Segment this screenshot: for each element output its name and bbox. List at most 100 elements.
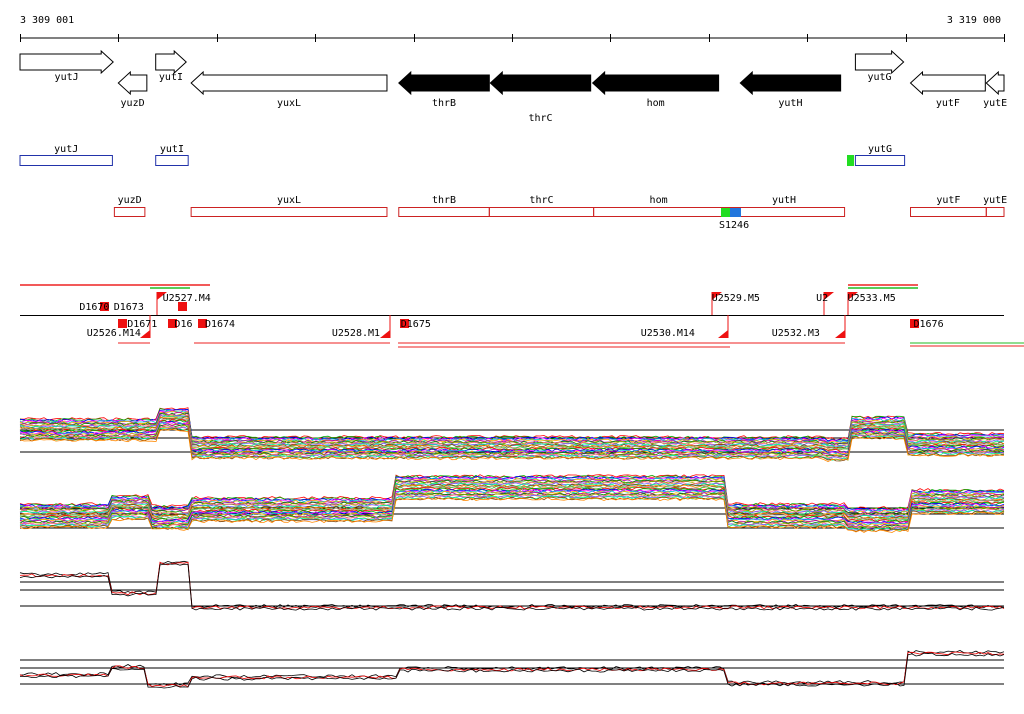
transcript-box-yutI: [155, 155, 189, 166]
coordinate-ruler: 3 309 001 3 319 000: [20, 15, 1005, 42]
gene-arrow-thrB: [398, 70, 490, 96]
transcript-label-hom: hom: [650, 195, 668, 206]
tu-label: U2526.M14: [87, 328, 141, 339]
transcript-box-yutJ: [19, 155, 113, 166]
expression-line: [19, 651, 1005, 688]
tu-label: U2532.M3: [772, 328, 820, 339]
transcript-box-thrC: [488, 207, 595, 217]
expression-line: [19, 417, 1005, 451]
transcript-label-yuxL: yuxL: [277, 195, 301, 206]
tu-flag: [718, 330, 728, 338]
gene-label-yutH: yutH: [778, 98, 802, 109]
transcript-box-hom: [593, 207, 725, 217]
gene-label-yutE: yutE: [983, 98, 1007, 109]
gene-annotation-track: yutJ yuzD yutI yuxL thrB thrC hom yutH yutG yutF y…: [19, 49, 1007, 124]
tu-flag: [835, 330, 845, 338]
expression-panel: [19, 560, 1005, 611]
gene-arrow-yutJ: [19, 49, 114, 75]
expression-line: [19, 414, 1005, 448]
expression-line: [19, 425, 1004, 459]
marker-green-square: [847, 155, 854, 166]
tu-label: U2: [816, 293, 828, 304]
gene-arrow-thrC: [489, 70, 592, 96]
expression-line: [19, 428, 1005, 463]
tu-flag: [712, 292, 722, 300]
transcript-label-yutJ: yutJ: [54, 144, 78, 155]
transcript-box-yutH: [723, 207, 846, 217]
expression-line: [19, 409, 1005, 443]
expression-line: [19, 491, 1005, 528]
tu-flag: [848, 292, 858, 300]
transcript-label-yuzD: yuzD: [118, 195, 142, 206]
expression-profile-tracks: [19, 407, 1005, 689]
tu-label: D1675: [401, 319, 431, 330]
marker-blue-segment: [730, 208, 741, 217]
gene-arrow-hom: [591, 70, 720, 96]
tu-label: D1671: [127, 319, 157, 330]
tu-label: D1670: [79, 302, 109, 313]
tu-marker: [198, 319, 207, 328]
tu-label: U2533.M5: [848, 293, 896, 304]
tu-label: D1673: [114, 302, 144, 313]
transcript-label-thrC: thrC: [529, 195, 553, 206]
expression-line: [19, 650, 1005, 686]
gene-label-thrB: thrB: [432, 98, 456, 109]
ruler-start-label: 3 309 001: [20, 15, 74, 26]
gene-arrow-yutI: [155, 49, 187, 75]
tu-label: D1676: [913, 319, 943, 330]
transcript-label-yutF: yutF: [936, 195, 960, 206]
tu-label: U2530.M14: [641, 328, 695, 339]
expression-panel: [19, 650, 1005, 689]
gene-label-yutF: yutF: [936, 98, 960, 109]
expression-line: [19, 409, 1005, 443]
tu-marker: [118, 319, 127, 328]
expression-line: [19, 563, 1005, 611]
ruler-end-label: 3 319 000: [947, 15, 1001, 26]
tu-flag: [157, 292, 167, 300]
transcript-label-yutH: yutH: [772, 195, 796, 206]
gene-label-hom: hom: [647, 98, 665, 109]
expression-line: [19, 490, 1005, 527]
feature-markers: S1246: [719, 155, 854, 231]
marker-green-segment: [721, 208, 730, 217]
tu-marker: [100, 302, 109, 311]
gene-arrow-yutG: [854, 49, 905, 75]
gene-arrow-yutH: [739, 70, 842, 96]
tu-flag: [380, 330, 390, 338]
transcript-box-yutE: [985, 207, 1005, 217]
expression-line: [19, 496, 1005, 533]
gene-arrow-yuzD: [117, 70, 148, 96]
tu-label: U2528.M1: [332, 328, 380, 339]
gene-label-thrC: thrC: [528, 113, 552, 124]
tu-marker: [910, 319, 919, 328]
expression-line: [19, 560, 1005, 608]
gene-arrow-yutF: [909, 70, 986, 96]
expression-panel: [19, 407, 1005, 463]
transcript-box-yutG: [854, 155, 906, 166]
tu-flag: [140, 330, 150, 338]
transcript-track-reverse: yuzD yuxL thrB thrC hom yutH yutF yutE: [113, 195, 1007, 217]
gene-label-yutI: yutI: [159, 72, 183, 83]
expression-line: [19, 652, 1005, 689]
transcript-box-yutF: [910, 207, 987, 217]
tu-flag: [824, 292, 834, 300]
tu-marker: [168, 319, 177, 328]
transcript-box-yuzD: [113, 207, 146, 217]
gene-label-yutG: yutG: [867, 72, 891, 83]
gene-label-yuzD: yuzD: [121, 98, 145, 109]
expression-line: [20, 421, 1005, 456]
gene-arrow-yuxL: [190, 70, 388, 96]
expression-line: [19, 416, 1005, 450]
expression-line: [19, 427, 1005, 462]
expression-panel: [19, 474, 1005, 533]
transcript-box-yuxL: [190, 207, 388, 217]
transcript-label-thrB: thrB: [432, 195, 456, 206]
transcript-label-yutI: yutI: [160, 144, 184, 155]
ruler-ticks: [20, 34, 1005, 42]
expression-line: [19, 561, 1005, 610]
tu-marker: [400, 319, 409, 328]
gene-label-yuxL: yuxL: [277, 98, 301, 109]
transcript-track-forward: yutJ yutI yutG: [19, 144, 906, 166]
